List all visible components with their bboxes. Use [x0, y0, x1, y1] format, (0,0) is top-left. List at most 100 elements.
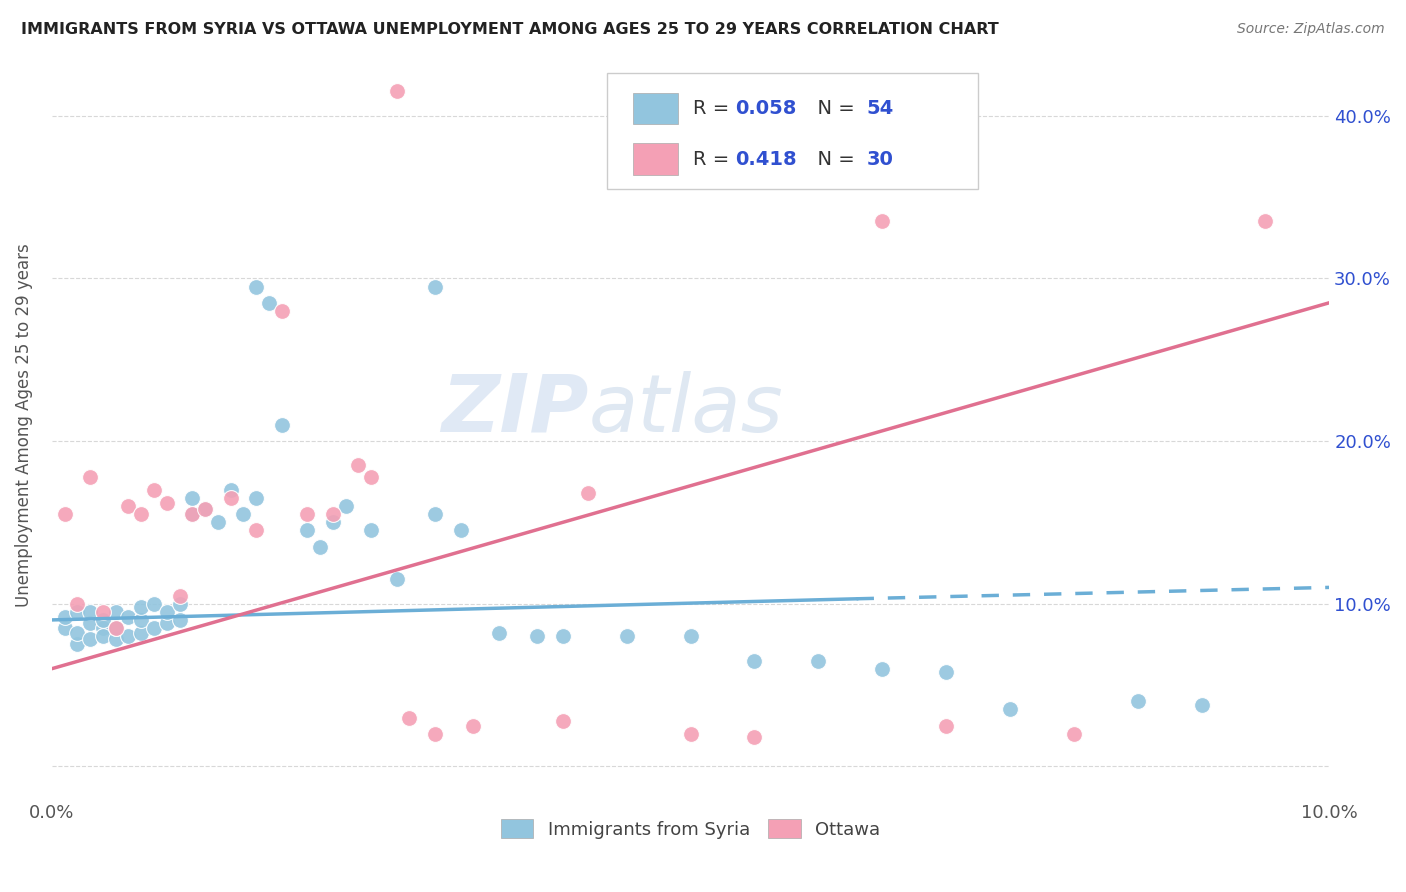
Point — [129, 613, 152, 627]
Y-axis label: Unemployment Among Ages 25 to 29 years: Unemployment Among Ages 25 to 29 years — [15, 243, 32, 607]
Point — [66, 605, 89, 619]
Point — [104, 621, 127, 635]
Point — [398, 710, 420, 724]
Point — [129, 507, 152, 521]
Point — [423, 507, 446, 521]
Text: R =: R = — [693, 150, 735, 169]
Point — [79, 616, 101, 631]
Text: 0.058: 0.058 — [735, 99, 797, 118]
Point — [117, 629, 139, 643]
Text: ZIP: ZIP — [441, 371, 588, 449]
Point — [66, 637, 89, 651]
Legend: Immigrants from Syria, Ottawa: Immigrants from Syria, Ottawa — [494, 812, 887, 846]
Point — [360, 524, 382, 538]
Point — [104, 632, 127, 647]
Point — [66, 626, 89, 640]
Point — [297, 507, 319, 521]
Point — [117, 609, 139, 624]
Point — [181, 507, 204, 521]
Point — [1126, 694, 1149, 708]
Point — [245, 491, 267, 505]
Point — [219, 483, 242, 497]
Point — [450, 524, 472, 538]
Point — [870, 214, 893, 228]
Point — [385, 84, 408, 98]
Point — [616, 629, 638, 643]
Point — [142, 483, 165, 497]
Point — [463, 719, 485, 733]
Text: R =: R = — [693, 99, 735, 118]
Point — [679, 727, 702, 741]
Point — [104, 621, 127, 635]
Point — [385, 572, 408, 586]
Point — [360, 470, 382, 484]
Point — [297, 524, 319, 538]
Point — [335, 499, 357, 513]
Point — [576, 486, 599, 500]
Point — [257, 295, 280, 310]
Point — [79, 470, 101, 484]
Point — [935, 719, 957, 733]
Point — [551, 629, 574, 643]
Point — [423, 279, 446, 293]
Text: 54: 54 — [868, 99, 894, 118]
FancyBboxPatch shape — [633, 93, 678, 124]
Point — [194, 502, 217, 516]
Text: 30: 30 — [868, 150, 894, 169]
Point — [91, 629, 114, 643]
Point — [142, 597, 165, 611]
Point — [679, 629, 702, 643]
Point — [91, 605, 114, 619]
Point — [129, 626, 152, 640]
Point — [807, 654, 830, 668]
Point — [142, 621, 165, 635]
Point — [156, 605, 179, 619]
Point — [79, 632, 101, 647]
Point — [870, 662, 893, 676]
Text: atlas: atlas — [588, 371, 783, 449]
Point — [169, 613, 191, 627]
Point — [488, 626, 510, 640]
Text: N =: N = — [806, 99, 862, 118]
Point — [232, 507, 254, 521]
Point — [219, 491, 242, 505]
Point — [79, 605, 101, 619]
Point — [526, 629, 548, 643]
Point — [156, 496, 179, 510]
Text: Source: ZipAtlas.com: Source: ZipAtlas.com — [1237, 22, 1385, 37]
Point — [181, 491, 204, 505]
Point — [935, 665, 957, 679]
Text: 0.418: 0.418 — [735, 150, 797, 169]
Point — [998, 702, 1021, 716]
Point — [169, 589, 191, 603]
Point — [156, 616, 179, 631]
FancyBboxPatch shape — [607, 73, 979, 189]
Point — [1254, 214, 1277, 228]
Point — [309, 540, 332, 554]
Point — [53, 621, 76, 635]
Text: N =: N = — [806, 150, 862, 169]
Point — [347, 458, 370, 473]
Text: IMMIGRANTS FROM SYRIA VS OTTAWA UNEMPLOYMENT AMONG AGES 25 TO 29 YEARS CORRELATI: IMMIGRANTS FROM SYRIA VS OTTAWA UNEMPLOY… — [21, 22, 998, 37]
Point — [129, 599, 152, 614]
Point — [194, 502, 217, 516]
Point — [66, 597, 89, 611]
Point — [270, 304, 292, 318]
Point — [104, 605, 127, 619]
Point — [1063, 727, 1085, 741]
Point — [91, 621, 114, 635]
Point — [744, 654, 766, 668]
Point — [245, 279, 267, 293]
Point — [91, 613, 114, 627]
Point — [53, 609, 76, 624]
Point — [423, 727, 446, 741]
FancyBboxPatch shape — [633, 144, 678, 175]
Point — [322, 507, 344, 521]
Point — [207, 516, 229, 530]
Point — [169, 597, 191, 611]
Point — [181, 507, 204, 521]
Point — [245, 524, 267, 538]
Point — [744, 730, 766, 744]
Point — [1191, 698, 1213, 712]
Point — [270, 417, 292, 432]
